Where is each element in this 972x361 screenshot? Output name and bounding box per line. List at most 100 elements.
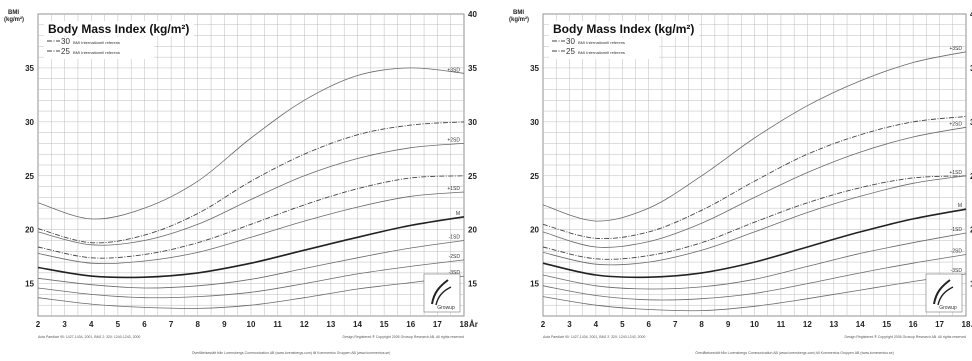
- series-line-30: [37, 121, 465, 244]
- sd-label: +3SD: [447, 67, 460, 73]
- y-axis-units: (kg/m²): [4, 16, 24, 23]
- sd-label: +1SD: [447, 186, 460, 192]
- series-line-plus2sd: [542, 126, 967, 248]
- sd-label: +2SD: [447, 137, 460, 143]
- x-tick-label: 13: [326, 320, 335, 329]
- y-tick-label-right: 35: [468, 64, 477, 73]
- x-tick-label: 11: [777, 320, 786, 329]
- y-tick-label-right: 15: [468, 280, 477, 289]
- logo-swoosh-icon: [431, 279, 449, 305]
- x-tick-label: 11: [273, 320, 282, 329]
- y-tick-label-right: 15: [970, 280, 972, 289]
- series-line-plus2sd: [37, 143, 465, 246]
- x-axis-label: År: [469, 320, 478, 329]
- x-tick-label: 12: [803, 320, 812, 329]
- y-tick-label-left: 35: [25, 64, 34, 73]
- footer-right: Design Registered ® Copyright 2005 Growu…: [845, 335, 966, 339]
- logo-text: Growup: [437, 305, 455, 311]
- x-tick-label: 18: [962, 320, 971, 329]
- x-tick-label: 9: [222, 320, 227, 329]
- legend-value: 30: [61, 37, 70, 46]
- chart-panel-1: +3SD+2SD+1SDM-1SD-2SD-3SD152025303515202…: [4, 10, 478, 355]
- x-tick-label: 16: [406, 320, 415, 329]
- chart-title: Body Mass Index (kg/m²): [553, 22, 694, 36]
- y-tick-label-right: 20: [468, 226, 477, 235]
- x-tick-label: 17: [935, 320, 944, 329]
- sd-label: -2SD: [449, 254, 461, 260]
- x-tick-label: 18: [460, 320, 469, 329]
- series-line-minus2sd: [37, 259, 465, 299]
- y-axis-units: (kg/m²): [509, 16, 529, 23]
- series-line-25: [542, 175, 967, 260]
- series-line-minus1sd: [37, 240, 465, 289]
- legend-text: BMI Internationell referens: [73, 50, 120, 55]
- chart-title: Body Mass Index (kg/m²): [48, 22, 189, 36]
- y-tick-label-right: 25: [468, 172, 477, 181]
- grid: [542, 13, 967, 317]
- sd-label: -1SD: [951, 227, 963, 233]
- x-tick-label: 4: [89, 320, 94, 329]
- footer-right: Design Registered ® Copyright 2005 Growu…: [343, 335, 464, 339]
- x-tick-label: 4: [594, 320, 599, 329]
- x-tick-label: 10: [247, 320, 256, 329]
- legend-text: BMI Internationell referens: [578, 40, 625, 45]
- footer-center: Överlåtelsesrätt från Lorensbergs Commun…: [695, 351, 894, 355]
- x-tick-label: 7: [673, 320, 678, 329]
- y-tick-label-right: 30: [468, 118, 477, 127]
- y-tick-label-left: 30: [25, 118, 34, 127]
- sd-label: +2SD: [949, 121, 962, 127]
- legend-bg: [549, 37, 659, 59]
- x-tick-label: 12: [300, 320, 309, 329]
- series-line-plus3sd: [542, 51, 967, 222]
- y-tick-label-right: 35: [970, 64, 972, 73]
- series-line-minus3sd: [37, 275, 465, 309]
- x-tick-label: 15: [882, 320, 891, 329]
- series-line-30: [542, 116, 967, 240]
- sd-label: -2SD: [951, 249, 963, 255]
- sd-label: M: [456, 211, 460, 217]
- series-line-m: [542, 208, 967, 279]
- sd-label: -1SD: [449, 235, 461, 241]
- x-tick-label: 2: [36, 320, 41, 329]
- legend-text: BMI Internationell referens: [73, 40, 120, 45]
- logo-text: Growup: [939, 305, 957, 311]
- y-tick-label-left: 25: [530, 172, 539, 181]
- series-line-minus1sd: [542, 232, 967, 290]
- growup-logo: Growup: [925, 273, 963, 313]
- series-line-plus1sd: [37, 191, 465, 265]
- y-tick-label-left: 35: [530, 64, 539, 73]
- legend-value: 30: [566, 37, 575, 46]
- x-tick-label: 16: [909, 320, 918, 329]
- y-axis-unit: BMI: [513, 10, 524, 16]
- chart-panel-2: +3SD+2SD+1SDM-1SD-2SD-3SD152025303515202…: [509, 10, 972, 355]
- y-tick-label-right: 20: [970, 226, 972, 235]
- y-tick-label-right: 40: [970, 10, 972, 19]
- legend-text: BMI Internationell referens: [578, 50, 625, 55]
- x-tick-label: 3: [62, 320, 67, 329]
- x-tick-label: 6: [142, 320, 147, 329]
- footer-left: Acta Paediatr 90: 1427-1434, 2001, BMJ 2…: [543, 335, 645, 339]
- y-tick-label-left: 15: [25, 280, 34, 289]
- x-tick-label: 8: [699, 320, 704, 329]
- y-tick-label-right: 25: [970, 172, 972, 181]
- y-tick-label-left: 20: [25, 226, 34, 235]
- series-line-minus2sd: [542, 254, 967, 301]
- logo-swoosh-icon: [937, 286, 954, 306]
- logo-swoosh-icon: [435, 286, 452, 306]
- legend-value: 25: [61, 47, 70, 56]
- y-tick-label-right: 40: [468, 10, 477, 19]
- x-tick-label: 5: [116, 320, 121, 329]
- series-line-minus3sd: [542, 273, 967, 312]
- series-line-plus1sd: [542, 175, 967, 266]
- y-tick-label-left: 30: [530, 118, 539, 127]
- footer-center: Överlåtelsesrätt från Lorensbergs Commun…: [192, 351, 391, 355]
- y-tick-label-right: 30: [970, 118, 972, 127]
- x-tick-label: 14: [353, 320, 362, 329]
- y-tick-label-left: 20: [530, 226, 539, 235]
- x-tick-label: 15: [380, 320, 389, 329]
- sd-label: +1SD: [949, 170, 962, 176]
- x-tick-label: 8: [196, 320, 201, 329]
- x-tick-label: 9: [726, 320, 731, 329]
- x-tick-label: 2: [541, 320, 546, 329]
